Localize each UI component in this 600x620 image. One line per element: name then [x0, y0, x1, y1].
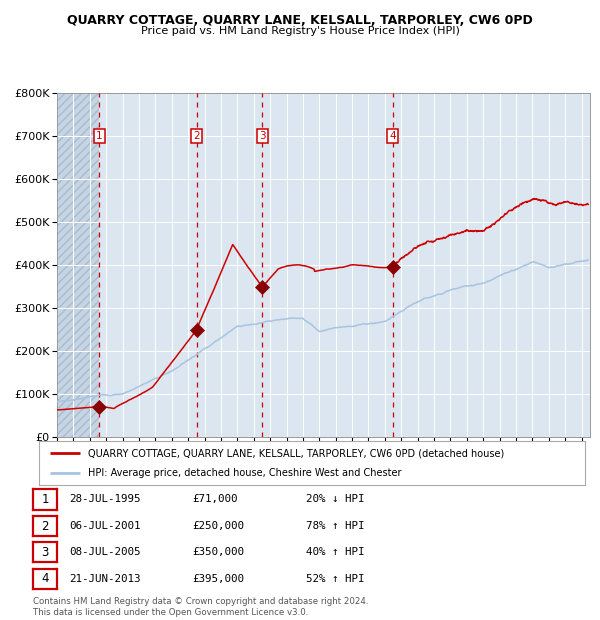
- Text: Price paid vs. HM Land Registry's House Price Index (HPI): Price paid vs. HM Land Registry's House …: [140, 26, 460, 36]
- Text: 4: 4: [41, 572, 49, 585]
- Text: 52% ↑ HPI: 52% ↑ HPI: [306, 574, 365, 584]
- Text: £250,000: £250,000: [192, 521, 244, 531]
- Text: 2: 2: [193, 131, 200, 141]
- Text: QUARRY COTTAGE, QUARRY LANE, KELSALL, TARPORLEY, CW6 0PD (detached house): QUARRY COTTAGE, QUARRY LANE, KELSALL, TA…: [88, 448, 505, 458]
- Text: Contains HM Land Registry data © Crown copyright and database right 2024.
This d: Contains HM Land Registry data © Crown c…: [33, 598, 368, 617]
- Text: 4: 4: [389, 131, 396, 141]
- Text: 3: 3: [259, 131, 266, 141]
- Text: 1: 1: [41, 493, 49, 506]
- Text: QUARRY COTTAGE, QUARRY LANE, KELSALL, TARPORLEY, CW6 0PD: QUARRY COTTAGE, QUARRY LANE, KELSALL, TA…: [67, 14, 533, 27]
- Text: 28-JUL-1995: 28-JUL-1995: [69, 494, 140, 505]
- Text: 06-JUL-2001: 06-JUL-2001: [69, 521, 140, 531]
- Text: 2: 2: [41, 520, 49, 533]
- Text: £395,000: £395,000: [192, 574, 244, 584]
- Text: 3: 3: [41, 546, 49, 559]
- Text: HPI: Average price, detached house, Cheshire West and Chester: HPI: Average price, detached house, Ches…: [88, 468, 401, 478]
- Text: 21-JUN-2013: 21-JUN-2013: [69, 574, 140, 584]
- Bar: [57, 93, 99, 437]
- Text: 08-JUL-2005: 08-JUL-2005: [69, 547, 140, 557]
- Text: 40% ↑ HPI: 40% ↑ HPI: [306, 547, 365, 557]
- Text: 78% ↑ HPI: 78% ↑ HPI: [306, 521, 365, 531]
- Text: £71,000: £71,000: [192, 494, 238, 505]
- Text: 20% ↓ HPI: 20% ↓ HPI: [306, 494, 365, 505]
- Text: £350,000: £350,000: [192, 547, 244, 557]
- Text: 1: 1: [96, 131, 103, 141]
